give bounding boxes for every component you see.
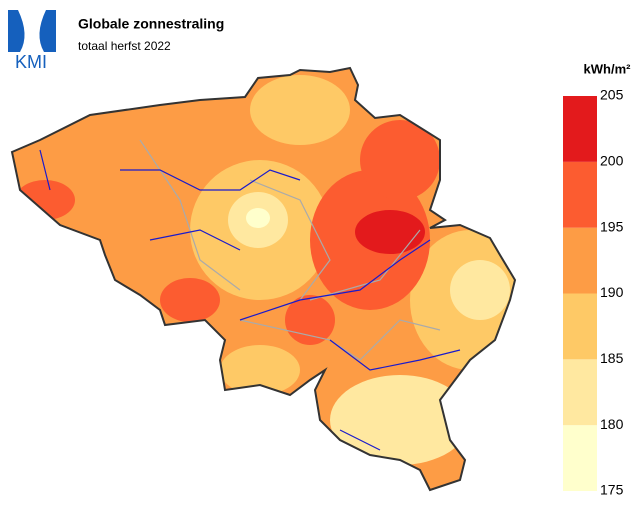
country-outline bbox=[10, 66, 517, 492]
subtitle: totaal herfst 2022 bbox=[78, 39, 171, 53]
legend-swatch bbox=[563, 425, 597, 491]
legend-tick-label: 190 bbox=[600, 284, 624, 300]
borders bbox=[139, 139, 441, 361]
legend-tick-label: 200 bbox=[600, 153, 624, 169]
legend-unit: kWh/m² bbox=[584, 61, 632, 76]
region-fill bbox=[220, 345, 300, 395]
region-fill bbox=[15, 180, 75, 220]
legend-tick-label: 180 bbox=[600, 416, 624, 432]
legend-swatch bbox=[563, 227, 597, 294]
region-fill bbox=[355, 210, 425, 254]
logo-mark bbox=[8, 10, 56, 52]
logo-text: KMI bbox=[15, 52, 47, 72]
logo: KMI bbox=[8, 10, 56, 72]
legend-tick-label: 195 bbox=[600, 218, 624, 234]
region-fill bbox=[160, 278, 220, 322]
legend: 175 180 185 190 195 200 205 bbox=[563, 87, 624, 498]
legend-swatch bbox=[563, 161, 597, 228]
region-fill bbox=[360, 120, 440, 200]
legend-tick-label: 205 bbox=[600, 87, 624, 103]
title: Globale zonnestraling bbox=[78, 16, 224, 32]
region-fill bbox=[450, 260, 510, 320]
legend-tick-label: 185 bbox=[600, 350, 624, 366]
rivers bbox=[39, 149, 461, 451]
region-fill bbox=[250, 75, 350, 145]
map bbox=[12, 68, 515, 490]
legend-swatch bbox=[563, 359, 597, 426]
region-fill bbox=[246, 208, 270, 228]
legend-tick-label: 175 bbox=[600, 482, 624, 498]
legend-swatch bbox=[563, 96, 597, 162]
legend-swatch bbox=[563, 293, 597, 360]
